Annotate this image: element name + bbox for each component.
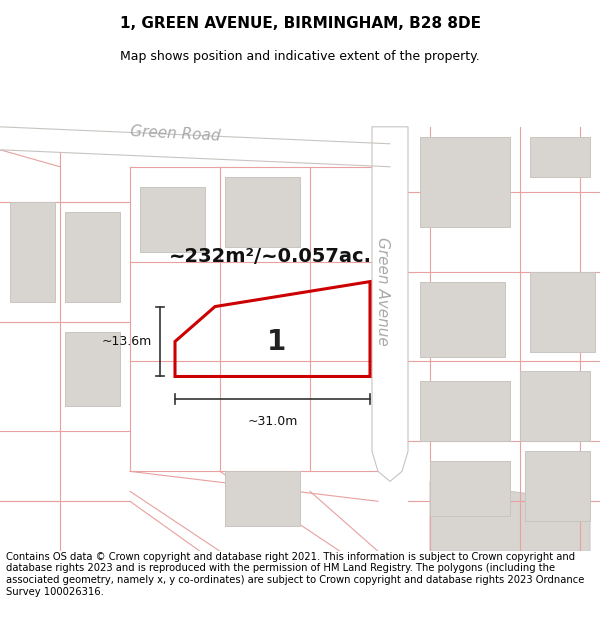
Bar xyxy=(530,137,590,177)
Text: 1: 1 xyxy=(266,328,286,356)
Text: Map shows position and indicative extent of the property.: Map shows position and indicative extent… xyxy=(120,50,480,63)
Bar xyxy=(520,371,590,441)
Bar xyxy=(225,471,300,526)
Text: ~232m²/~0.057ac.: ~232m²/~0.057ac. xyxy=(169,247,371,266)
Bar xyxy=(420,282,505,356)
Polygon shape xyxy=(0,127,390,167)
Bar xyxy=(525,451,590,521)
Polygon shape xyxy=(430,481,590,551)
Bar xyxy=(225,177,300,247)
Text: Contains OS data © Crown copyright and database right 2021. This information is : Contains OS data © Crown copyright and d… xyxy=(6,552,584,597)
Polygon shape xyxy=(372,127,408,481)
Text: Green Avenue: Green Avenue xyxy=(376,238,391,346)
Bar xyxy=(140,187,205,252)
Bar xyxy=(430,461,510,516)
Text: ~13.6m: ~13.6m xyxy=(102,335,152,348)
Text: ~31.0m: ~31.0m xyxy=(247,416,298,428)
Bar xyxy=(65,212,120,302)
Bar xyxy=(530,272,595,351)
Text: Green Road: Green Road xyxy=(130,124,221,144)
Bar xyxy=(65,331,120,406)
Bar xyxy=(420,381,510,441)
Text: 1, GREEN AVENUE, BIRMINGHAM, B28 8DE: 1, GREEN AVENUE, BIRMINGHAM, B28 8DE xyxy=(119,16,481,31)
Bar xyxy=(10,202,55,302)
Bar xyxy=(420,137,510,227)
